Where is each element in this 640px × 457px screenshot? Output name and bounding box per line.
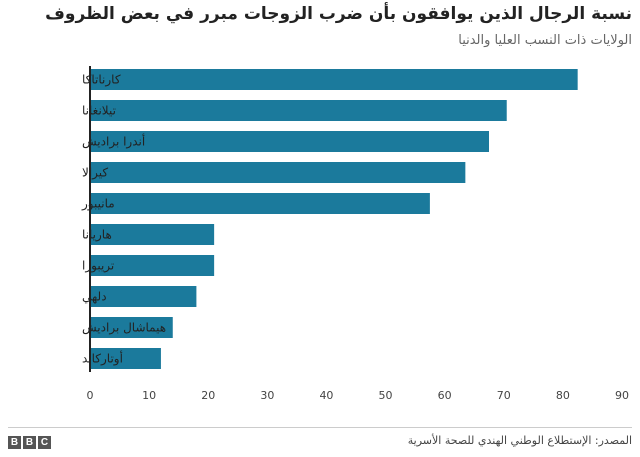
bar: [90, 317, 173, 338]
x-tick-label: 40: [319, 389, 333, 402]
category-label: تريبورا: [82, 259, 114, 274]
category-label: مانيبور: [81, 197, 115, 212]
bar: [90, 348, 161, 369]
bar: [90, 162, 466, 183]
x-tick-label: 30: [260, 389, 274, 402]
x-tick-label: 60: [438, 389, 452, 402]
footer-divider: [8, 427, 632, 428]
bar: [90, 224, 215, 245]
bar: [90, 286, 197, 307]
bar: [90, 255, 215, 276]
x-tick-label: 0: [87, 389, 94, 402]
bar: [90, 100, 507, 121]
x-tick-label: 20: [201, 389, 215, 402]
category-label: كارناتاكا: [82, 73, 121, 88]
chart-subtitle: الولايات ذات النسب العليا والدنيا: [458, 33, 632, 48]
category-label: كيرالا: [82, 166, 108, 181]
category-label: أندرا براديش: [82, 134, 145, 150]
x-tick-label: 10: [142, 389, 156, 402]
x-tick-label: 70: [497, 389, 511, 402]
x-tick-label: 50: [379, 389, 393, 402]
x-tick-label: 80: [556, 389, 570, 402]
category-label: تيلانغانا: [82, 104, 116, 118]
bar: [90, 131, 489, 152]
category-label: هيماشال براديش: [82, 321, 166, 336]
category-label: أوتاركاند: [82, 351, 123, 367]
bar-chart: كارناتاكا تيلانغانا أندرا براديش كيرالا ماني…: [81, 66, 629, 402]
chart-title: نسبة الرجال الذين يوافقون بأن ضرب الزوجا…: [45, 4, 632, 24]
bar: [90, 193, 430, 214]
bar: [90, 69, 578, 90]
category-label: هاريانا: [82, 228, 112, 243]
x-tick-label: 90: [615, 389, 629, 402]
category-label: دلهي: [82, 290, 107, 304]
source-note: المصدر: الإستطلاع الوطني الهندي للصحة ال…: [407, 434, 632, 447]
